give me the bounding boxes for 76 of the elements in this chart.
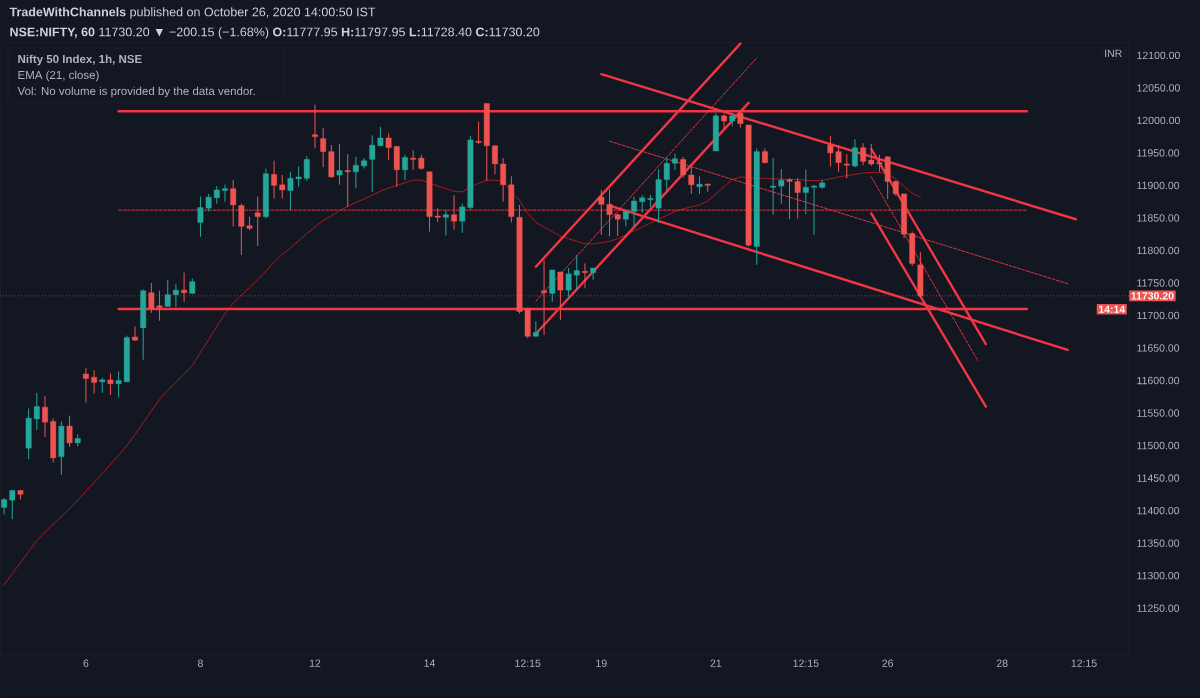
candlestick — [852, 138, 858, 168]
y-tick-label: 11600.00 — [1137, 376, 1180, 385]
candlestick — [451, 194, 457, 231]
annotation: INR — [1105, 49, 1122, 57]
candlestick — [532, 320, 539, 337]
candlestick — [721, 113, 727, 130]
candlestick — [672, 153, 678, 171]
x-tick-label: 12:15 — [515, 659, 541, 667]
candlestick — [352, 156, 359, 189]
candlestick — [631, 195, 637, 227]
y-tick-label: 11750.00 — [1137, 279, 1180, 287]
candlestick — [680, 156, 687, 179]
candlestick — [770, 157, 777, 216]
annotation: EMA (21, close) — [18, 70, 99, 82]
y-tick-label: 12100.00 — [1137, 51, 1180, 60]
y-tick-label: 11650.00 — [1137, 344, 1180, 352]
y-tick-label: 12000.00 — [1137, 116, 1180, 125]
text: NSE:NIFTY, 60 11730.20 ▼ −200.15 (−1.68%) O:11777.95 H:11797.95 L:11728.40 C:11730.20 — [10, 27, 540, 39]
candlestick — [802, 169, 809, 215]
y-tick-label: 11700.00 — [1137, 311, 1180, 320]
x-tick-label: 12 — [309, 659, 321, 667]
candlestick — [83, 367, 89, 404]
y-tick-label: 12050.00 — [1137, 84, 1180, 92]
y-tick-label: 11350.00 — [1137, 539, 1180, 547]
y-tick-label: 11800.00 — [1137, 246, 1180, 255]
y-tick-label: 11400.00 — [1137, 506, 1180, 515]
candlestick — [549, 269, 556, 303]
x-tick-label: 28 — [996, 659, 1008, 667]
candlestick — [344, 153, 351, 208]
candlestick — [590, 267, 597, 281]
x-tick-label: 6 — [83, 659, 89, 667]
x-tick-label: 19 — [596, 659, 607, 667]
x-tick-label: 21 — [710, 659, 722, 667]
candlestick — [91, 369, 97, 395]
candlestick — [271, 160, 277, 199]
candlestick — [688, 166, 695, 195]
candlestick — [164, 279, 171, 307]
candlestick — [279, 174, 286, 199]
candlestick — [107, 372, 114, 396]
y-tick-label: 11550.00 — [1137, 409, 1180, 417]
x-tick-label: 12:15 — [1071, 659, 1097, 667]
x-tick-label: 14 — [424, 659, 436, 667]
candlestick — [173, 283, 179, 308]
candlestick — [254, 195, 261, 247]
y-tick-label: 11250.00 — [1137, 604, 1180, 612]
y-tick-label: 11300.00 — [1137, 571, 1180, 580]
candlestick — [42, 395, 48, 438]
candlestick — [312, 104, 318, 149]
x-tick-label: 26 — [882, 659, 894, 667]
y-tick-label: 11950.00 — [1137, 149, 1180, 157]
ref-line-label: 11730.20 — [1131, 292, 1174, 300]
candlestick — [1, 497, 7, 516]
y-tick-label: 11500.00 — [1137, 441, 1180, 450]
candlestick — [492, 144, 498, 175]
annotation: 14:14 — [1099, 305, 1126, 313]
candlestick — [500, 157, 507, 203]
annotation: Vol: No volume is provided by the data vendor. — [17, 86, 255, 98]
candlestick — [778, 168, 785, 205]
candlestick — [132, 326, 138, 342]
y-tick-label: 11450.00 — [1137, 474, 1180, 482]
candlestick — [843, 153, 850, 179]
annotation: Nifty 50 Index, 1h, NSE — [18, 54, 142, 66]
candlestick — [442, 209, 449, 236]
y-tick-label: 11850.00 — [1137, 214, 1180, 222]
x-tick-label: 8 — [197, 659, 203, 667]
x-tick-label: 12:15 — [793, 659, 819, 667]
candlestick — [66, 415, 73, 448]
candlestick — [582, 262, 588, 289]
candlestick — [336, 143, 343, 186]
candlestick — [9, 489, 16, 520]
candlestick — [222, 184, 228, 203]
candlestick — [811, 184, 817, 236]
chart-title: TradeWithChannels published on October 26, 2020 14:00:50 IST — [9, 7, 376, 19]
candlestick — [860, 142, 867, 166]
y-tick-label: 11900.00 — [1137, 181, 1180, 190]
candlestick — [402, 154, 408, 181]
